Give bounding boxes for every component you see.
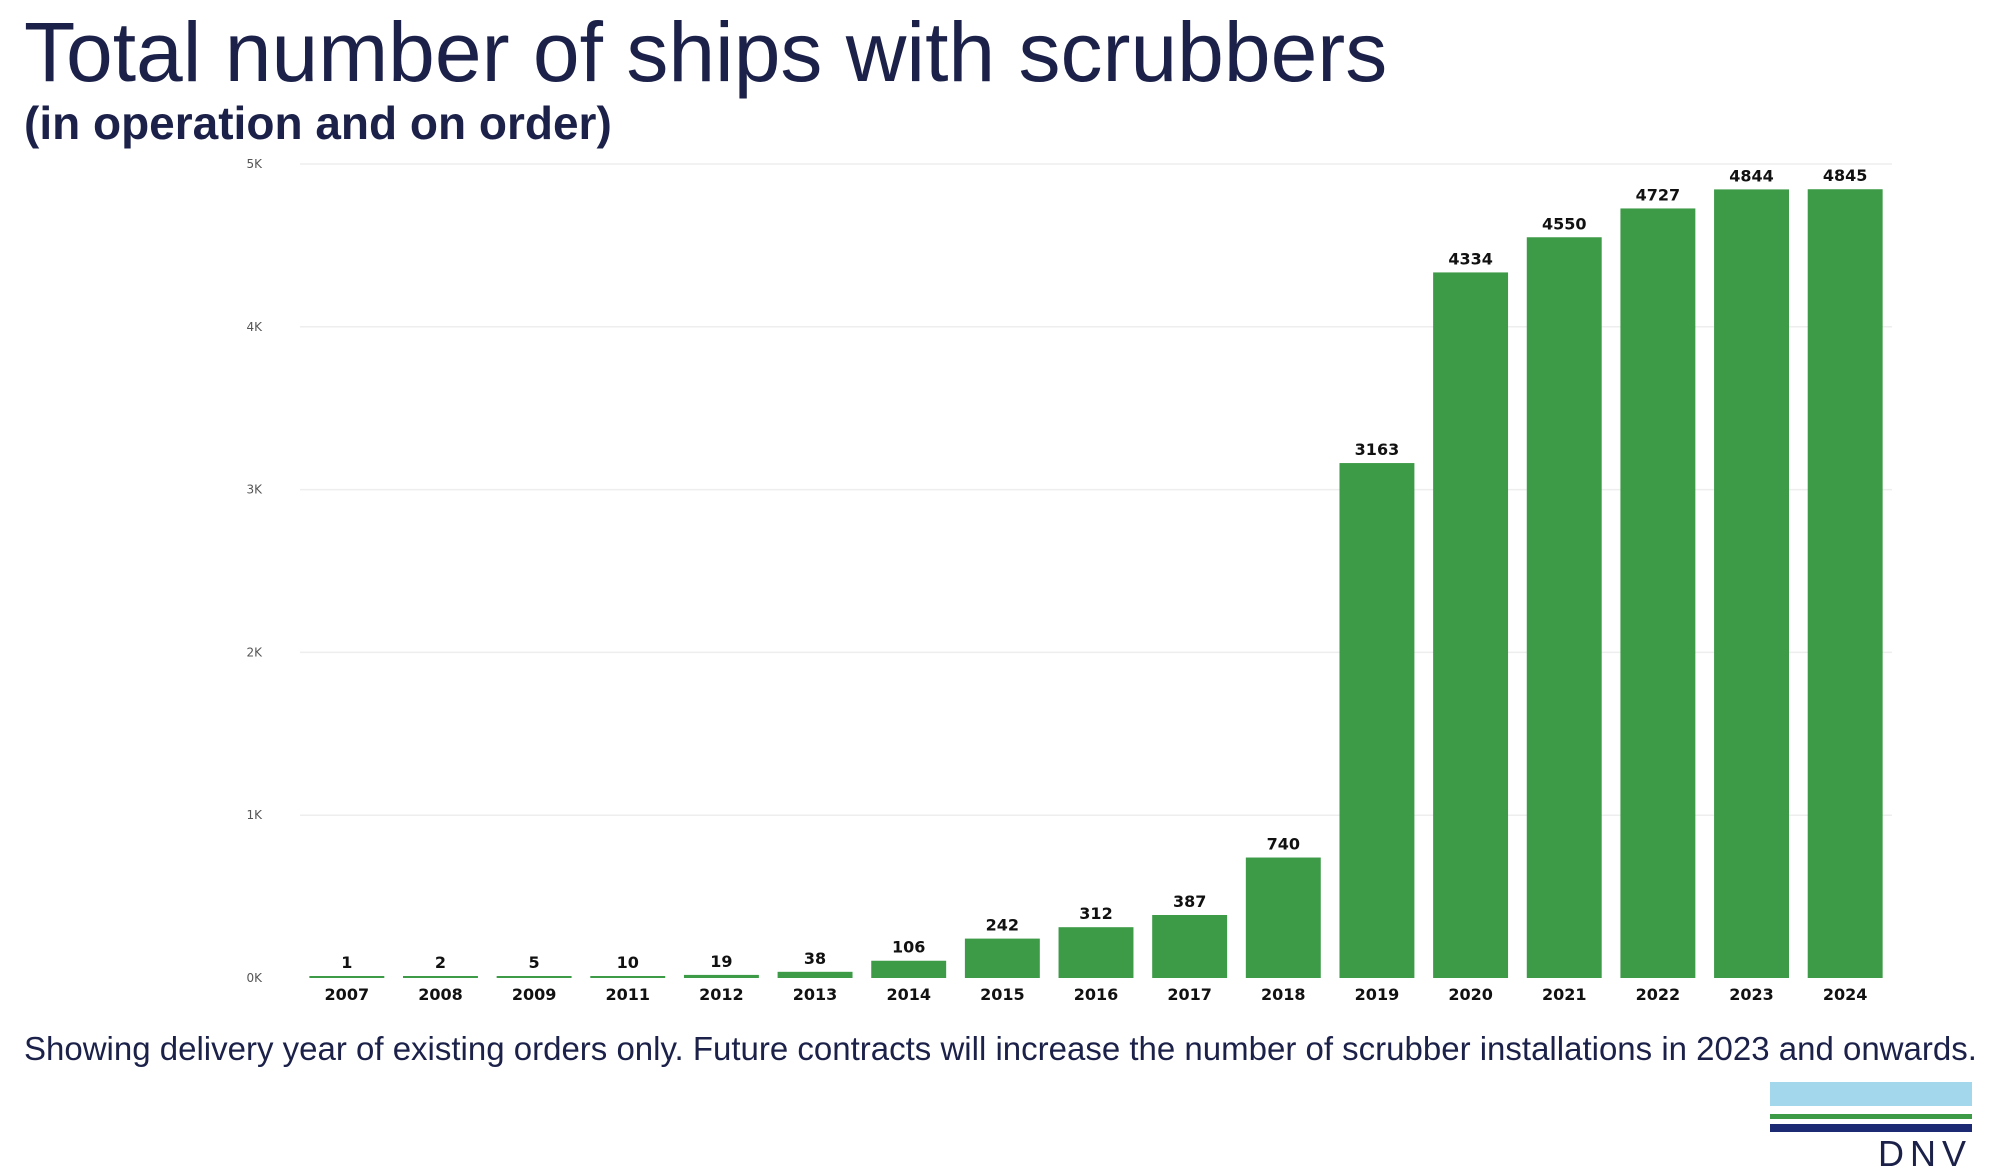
x-tick-label: 2021 (1542, 985, 1587, 1004)
x-tick-label: 2018 (1261, 985, 1306, 1004)
data-label: 312 (1079, 904, 1112, 923)
x-tick-label: 2016 (1074, 985, 1119, 1004)
x-tick-label: 2022 (1636, 985, 1681, 1004)
bar (403, 976, 478, 978)
x-tick-label: 2017 (1167, 985, 1212, 1004)
data-label: 242 (986, 916, 1019, 935)
data-label: 5 (529, 953, 540, 972)
data-label: 4727 (1636, 185, 1681, 204)
bar (1152, 914, 1228, 978)
bar (1714, 189, 1789, 979)
bar (496, 976, 572, 978)
bar-chart: 0K 1K 2K 3K 4K 5K 1 2007 2 2008 5 2009 10 2011 19 2012 3… (246, 157, 1892, 1004)
x-tick-label: 2014 (886, 985, 931, 1004)
logo-wordmark: DNV (1877, 1133, 1972, 1174)
bar (683, 974, 759, 978)
bar (1058, 927, 1134, 978)
logo-green-bar (1770, 1114, 1972, 1119)
bar (1339, 463, 1415, 978)
bar (777, 971, 853, 978)
data-label: 2 (435, 953, 446, 972)
data-label: 4844 (1729, 166, 1774, 185)
x-tick-label: 2019 (1355, 985, 1400, 1004)
data-label: 10 (617, 953, 639, 972)
data-label: 38 (804, 949, 826, 968)
bar (964, 938, 1040, 978)
y-tick-label: 0K (246, 971, 263, 985)
data-label: 106 (892, 938, 925, 957)
bar (1245, 857, 1321, 978)
bar (1807, 189, 1883, 978)
data-label: 387 (1173, 892, 1206, 911)
y-tick-label: 4K (246, 320, 263, 334)
page-subtitle: (in operation and on order) (24, 97, 612, 149)
bar (1526, 237, 1602, 978)
page-title: Total number of ships with scrubbers (24, 5, 1388, 99)
data-label: 1 (341, 953, 352, 972)
x-tick-label: 2007 (325, 985, 370, 1004)
data-label: 4550 (1542, 214, 1587, 233)
data-label: 3163 (1355, 440, 1400, 459)
x-tick-label: 2015 (980, 985, 1025, 1004)
bar (1620, 208, 1696, 978)
x-tick-label: 2013 (793, 985, 838, 1004)
bar (1433, 272, 1509, 978)
chart-footnote: Showing delivery year of existing orders… (24, 1030, 1977, 1067)
data-label: 4334 (1448, 249, 1493, 268)
bar (871, 960, 947, 978)
x-tick-label: 2020 (1448, 985, 1493, 1004)
x-tick-label: 2008 (418, 985, 463, 1004)
bar (590, 976, 666, 978)
y-tick-label: 5K (246, 157, 263, 171)
bar (309, 976, 385, 978)
data-label: 740 (1267, 835, 1300, 854)
x-tick-label: 2011 (605, 985, 650, 1004)
logo-navy-bar (1770, 1124, 1972, 1132)
y-tick-label: 3K (246, 483, 263, 497)
data-label: 4845 (1823, 166, 1868, 185)
y-tick-label: 1K (246, 808, 263, 822)
dnv-logo: DNV (1770, 1082, 1972, 1172)
data-label: 19 (710, 952, 732, 971)
x-tick-label: 2012 (699, 985, 744, 1004)
x-tick-label: 2024 (1823, 985, 1868, 1004)
x-tick-label: 2009 (512, 985, 557, 1004)
y-tick-label: 2K (246, 645, 263, 659)
x-tick-label: 2023 (1729, 985, 1774, 1004)
logo-light-blue-bar (1770, 1082, 1972, 1106)
